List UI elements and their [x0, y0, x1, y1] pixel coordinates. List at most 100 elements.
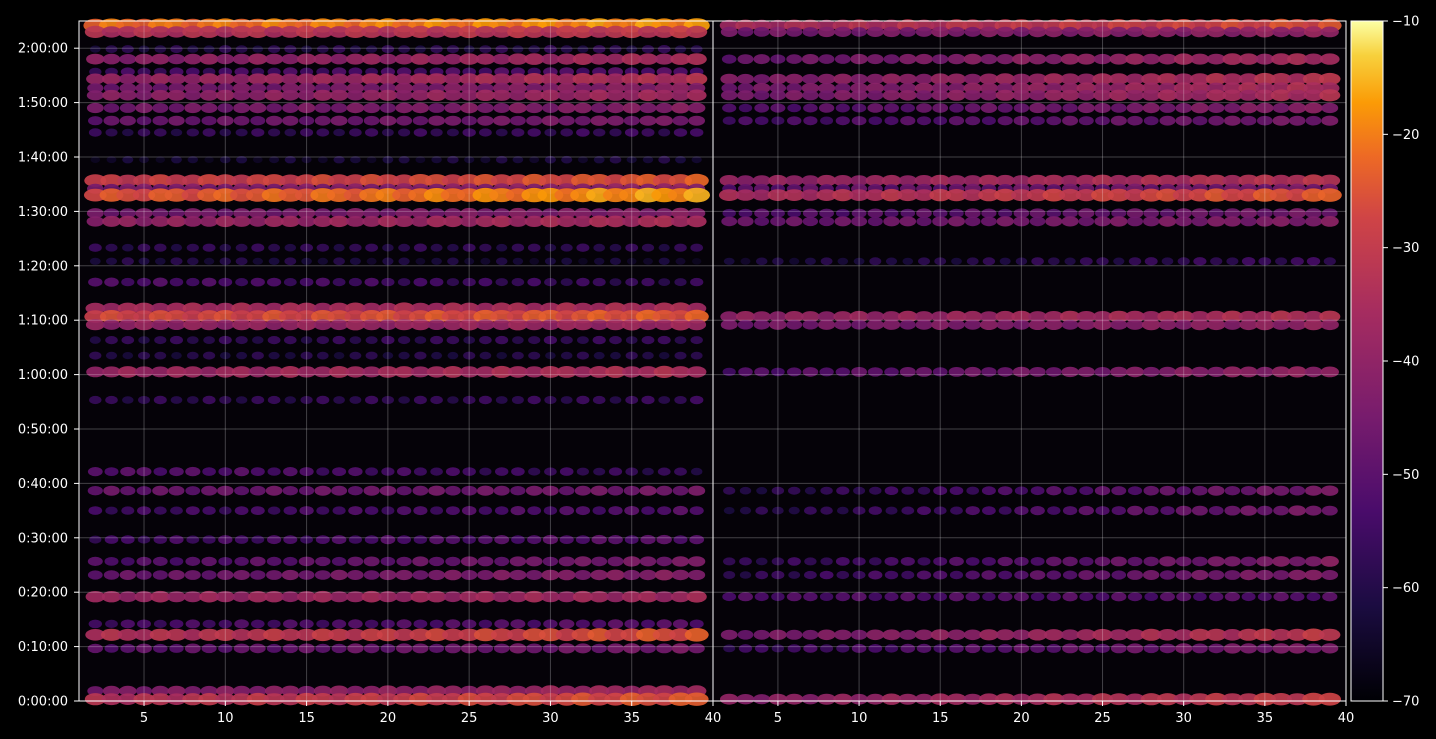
band-cell	[1158, 319, 1177, 331]
band-cell	[525, 102, 543, 114]
band-cell	[283, 278, 297, 287]
band-cell	[1062, 208, 1078, 218]
band-cell	[1208, 506, 1224, 516]
band-cell	[594, 257, 605, 265]
band-cell	[1078, 505, 1095, 516]
band-cell	[398, 396, 410, 404]
band-cell	[1062, 570, 1078, 580]
band-cell	[866, 311, 885, 322]
band	[723, 556, 1339, 567]
band-cell	[1174, 366, 1193, 378]
band-cell	[641, 336, 655, 345]
band-cell	[493, 485, 510, 496]
band-cell	[332, 335, 346, 345]
band-cell	[804, 506, 817, 515]
band-cell	[1079, 592, 1094, 602]
band-cell	[1321, 505, 1338, 516]
band-cell	[752, 311, 771, 322]
band-cell	[412, 485, 429, 496]
band-cell	[265, 115, 283, 126]
band-cell	[251, 243, 265, 252]
band-cell	[395, 569, 413, 581]
band-cell	[609, 336, 622, 345]
band-cell	[916, 367, 932, 377]
band-cell	[1047, 506, 1061, 515]
band-cell	[1207, 26, 1226, 38]
band-cell	[1273, 208, 1289, 218]
band-cell	[1161, 257, 1174, 266]
band-cell	[690, 128, 704, 137]
band-cell	[756, 257, 768, 266]
band-cell	[753, 694, 771, 705]
band-cell	[785, 73, 804, 85]
band-cell	[381, 619, 395, 629]
band-cell	[249, 102, 267, 114]
band-cell	[1143, 643, 1159, 654]
band-cell	[84, 188, 107, 202]
band-cell	[884, 367, 899, 377]
band-cell	[623, 556, 641, 567]
band-cell	[1321, 485, 1339, 496]
band-cell	[1093, 53, 1112, 65]
band-cell	[998, 643, 1013, 653]
band-cell	[1319, 174, 1341, 187]
band-cell	[1272, 115, 1290, 126]
band-cell	[610, 257, 621, 265]
band-cell	[317, 156, 328, 164]
band-cell	[1223, 26, 1241, 38]
band-cell	[578, 257, 588, 265]
band-cell	[1175, 216, 1192, 227]
band-cell	[235, 45, 248, 53]
band	[87, 643, 705, 654]
y-tick-label: 1:10:00	[18, 314, 68, 329]
band-cell	[1208, 115, 1225, 126]
band-cell	[769, 311, 787, 322]
band-cell	[329, 366, 350, 378]
band-cell	[333, 243, 345, 252]
band-cell	[1031, 257, 1044, 266]
band-cell	[167, 319, 186, 331]
band-cell	[445, 467, 460, 476]
band-cell	[901, 570, 915, 580]
band-cell	[284, 352, 296, 360]
band-cell	[1094, 556, 1111, 567]
band-cell	[544, 278, 557, 287]
band-cell	[538, 628, 562, 642]
band-cell	[885, 506, 898, 515]
band-cell	[139, 156, 149, 164]
band-cell	[979, 693, 999, 705]
band-cell	[473, 628, 497, 642]
band-cell	[1304, 102, 1323, 114]
band-cell	[606, 591, 625, 603]
band-cell	[540, 366, 561, 378]
band-cell	[606, 208, 625, 219]
band-cell	[1141, 89, 1161, 101]
band-cell	[785, 693, 804, 705]
band-cell	[1191, 102, 1209, 114]
band-cell	[329, 591, 349, 603]
band-cell	[329, 73, 349, 85]
band-cell	[641, 506, 655, 515]
band-cell	[120, 643, 136, 654]
band-cell	[1012, 629, 1031, 641]
band-cell	[819, 592, 834, 601]
band-cell	[411, 208, 430, 219]
band-cell	[182, 174, 204, 187]
band-cell	[234, 506, 249, 515]
band-cell	[576, 277, 590, 287]
band-cell	[1192, 485, 1208, 496]
band-cell	[218, 335, 232, 345]
band-cell	[605, 73, 626, 85]
band-cell	[851, 216, 868, 227]
band-cell	[981, 644, 996, 653]
band-cell	[1176, 592, 1192, 602]
band-cell	[638, 590, 658, 603]
band-cell	[137, 67, 151, 77]
band	[86, 215, 707, 228]
band-cell	[670, 73, 691, 85]
band-cell	[99, 310, 124, 324]
band-cell	[1028, 73, 1047, 85]
band-cell	[1109, 53, 1129, 65]
band-cell	[119, 54, 137, 65]
band-cell	[478, 277, 493, 287]
